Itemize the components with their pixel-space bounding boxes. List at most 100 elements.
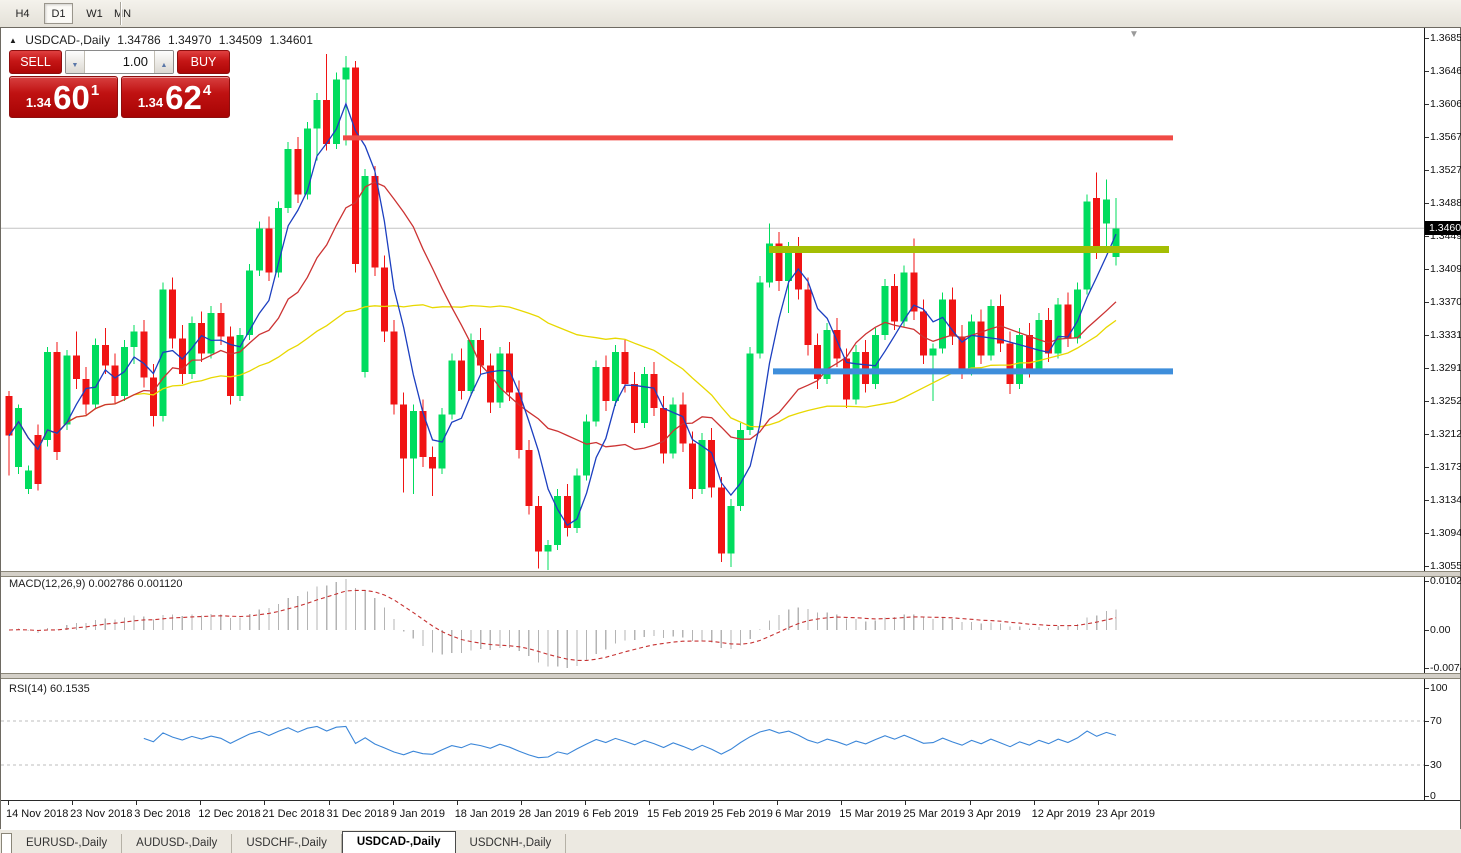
chart-tabs: EURUSD-,Daily AUDUSD-,Daily USDCHF-,Daily U… (0, 829, 1461, 853)
date-label: 28 Jan 2019 (518, 808, 580, 820)
price-chart[interactable] (1, 28, 1425, 571)
axis-tick (1425, 434, 1429, 435)
tf-button-mn[interactable]: MN (108, 3, 137, 24)
rsi-chart[interactable] (1, 677, 1425, 800)
macd-axis-top: 0.010229 (1430, 575, 1461, 587)
ma-mid-line (8, 181, 1117, 451)
tf-button-d1[interactable]: D1 (44, 3, 73, 24)
price-close: 1.34601 (269, 33, 313, 47)
sell-price-button[interactable]: 1.34 60 1 (9, 76, 118, 118)
candle-body (198, 323, 206, 354)
candle-body (611, 351, 619, 401)
collapse-arrow-icon[interactable]: ▲ (9, 36, 17, 45)
macd-values: 0.002786 0.001120 (88, 578, 183, 590)
price-tick-label: 1.31730 (1430, 461, 1461, 473)
chart-window: 14 Nov 2018 23 Nov 2018 3 Dec 2018 12 Dec 2… (0, 27, 1461, 830)
chart-shift-icon[interactable]: ▼ (1129, 29, 1139, 40)
price-tick-label: 1.35270 (1430, 164, 1461, 176)
axis-tick (1425, 203, 1429, 204)
candle-body (275, 208, 283, 273)
candle-body (149, 377, 157, 417)
tf-button-h4[interactable]: H4 (8, 3, 37, 24)
candle-body (1064, 304, 1072, 339)
date-axis[interactable]: 14 Nov 2018 23 Nov 2018 3 Dec 2018 12 Dec 2… (1, 800, 1460, 830)
axis-tick (1425, 500, 1429, 501)
sell-button[interactable]: SELL (9, 50, 62, 74)
buy-price-prefix: 1.34 (137, 95, 164, 110)
axis-tick (1425, 467, 1429, 468)
volume-input[interactable]: 1.00 (122, 54, 148, 69)
axis-tick (1425, 71, 1429, 72)
axis-tick (1425, 335, 1429, 336)
candle-body (1016, 335, 1024, 385)
candle-body (332, 79, 340, 144)
date-label: 12 Dec 2018 (198, 808, 261, 820)
axis-tick (1425, 401, 1429, 402)
date-label: 12 Apr 2019 (1031, 808, 1091, 820)
candle-body (660, 407, 668, 454)
tab-usdcnh-daily[interactable]: USDCNH-,Daily (456, 834, 567, 853)
candle-body (881, 285, 889, 335)
candle-body (1093, 197, 1101, 253)
candle-body (255, 228, 263, 271)
price-tick-label: 1.31340 (1430, 494, 1461, 506)
price-tick-label: 1.35670 (1430, 131, 1461, 143)
candle-body (544, 544, 552, 552)
date-label: 25 Feb 2019 (711, 808, 773, 820)
candle-body (236, 335, 244, 396)
volume-increase-button[interactable]: ▲ (154, 51, 173, 73)
macd-chart[interactable] (1, 575, 1425, 673)
buy-button[interactable]: BUY (177, 50, 230, 74)
candle-body (380, 267, 388, 332)
tab-audusd-daily[interactable]: AUDUSD-,Daily (122, 834, 233, 853)
date-tick (905, 801, 907, 805)
date-tick (584, 801, 586, 805)
tab-eurusd-daily[interactable]: EURUSD-,Daily (12, 834, 123, 853)
rsi-axis-label: 70 (1430, 715, 1442, 727)
axis-tick (1425, 765, 1429, 766)
tab-usdchf-daily[interactable]: USDCHF-,Daily (232, 834, 342, 853)
candle-body (765, 243, 773, 283)
axis-tick (1425, 302, 1429, 303)
candle-body (592, 367, 600, 422)
volume-decrease-button[interactable]: ▼ (66, 51, 85, 73)
candle-body (409, 411, 417, 459)
candle-body (63, 355, 71, 425)
candle-body (1083, 201, 1091, 290)
candle-body (640, 373, 648, 423)
pane-splitter[interactable] (1, 571, 1460, 577)
tab-usdcad-daily[interactable]: USDCAD-,Daily (341, 831, 456, 853)
price-tick-label: 1.34880 (1430, 197, 1461, 209)
candle-body (785, 248, 793, 281)
price-tick-label: 1.33700 (1430, 296, 1461, 308)
candle-body (669, 404, 677, 454)
macd-axis-zero: 0.00 (1430, 624, 1451, 636)
date-label: 6 Feb 2019 (582, 808, 639, 820)
candle-body (862, 351, 870, 385)
tf-button-w1[interactable]: W1 (80, 3, 109, 24)
candle-body (169, 289, 177, 339)
axis-tick (1425, 630, 1429, 631)
chart-symbol: USDCAD-,Daily (25, 33, 110, 47)
candle-body (448, 360, 456, 415)
candle-body (1112, 228, 1120, 258)
pane-splitter[interactable] (1, 673, 1460, 679)
candle-body (727, 505, 735, 554)
date-tick (456, 801, 458, 805)
date-label: 3 Apr 2019 (967, 808, 1021, 820)
candle-body (207, 313, 215, 354)
candle-body (929, 348, 937, 356)
candle-body (1102, 199, 1110, 224)
buy-price-button[interactable]: 1.34 62 4 (121, 76, 230, 118)
candle-body (987, 306, 995, 356)
candle-body (371, 175, 379, 268)
candle-body (457, 360, 465, 391)
candle-body (217, 313, 225, 337)
price-open: 1.34786 (117, 33, 161, 47)
candle-body (5, 395, 13, 436)
price-tick-label: 1.32520 (1430, 395, 1461, 407)
price-axis[interactable]: 1.36850 1.36460 1.36060 1.35670 1.35270 1.348… (1424, 28, 1461, 802)
date-tick (392, 801, 394, 805)
candle-body (910, 272, 918, 312)
candle-body (563, 495, 571, 528)
